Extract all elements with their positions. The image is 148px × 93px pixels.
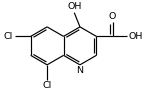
Text: OH: OH bbox=[128, 32, 142, 41]
Text: O: O bbox=[109, 12, 116, 21]
Text: Cl: Cl bbox=[4, 32, 13, 41]
Text: N: N bbox=[77, 66, 83, 75]
Text: OH: OH bbox=[67, 2, 81, 11]
Text: Cl: Cl bbox=[42, 81, 52, 90]
